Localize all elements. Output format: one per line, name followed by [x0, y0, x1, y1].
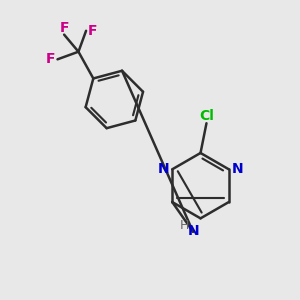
Text: F: F: [88, 24, 98, 38]
Text: F: F: [46, 52, 56, 66]
Text: N: N: [231, 162, 243, 176]
Text: H: H: [179, 219, 189, 232]
Text: N: N: [188, 224, 199, 239]
Text: N: N: [158, 162, 170, 176]
Text: Cl: Cl: [199, 109, 214, 123]
Text: F: F: [59, 21, 69, 35]
